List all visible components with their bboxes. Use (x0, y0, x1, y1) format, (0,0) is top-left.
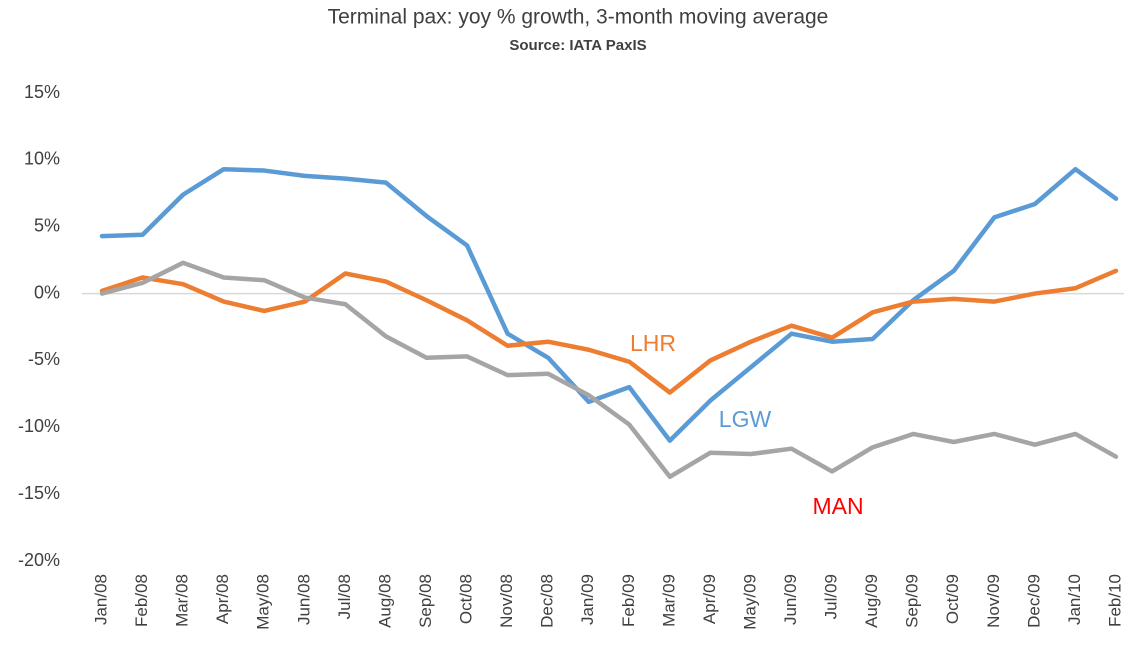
x-tick-label: Sep/09 (903, 574, 922, 628)
y-tick-label: -10% (18, 416, 60, 436)
x-tick-label: May/09 (740, 574, 759, 630)
x-tick-label: Jan/08 (91, 574, 110, 625)
x-tick-label: Nov/09 (984, 574, 1003, 628)
y-tick-label: 5% (34, 215, 60, 235)
line-series (99, 260, 1119, 480)
x-tick-label: Aug/09 (862, 574, 881, 628)
series-label: MAN (812, 493, 863, 519)
line-series (99, 166, 1119, 443)
x-tick-label: Jul/09 (822, 574, 841, 619)
x-tick-label: Jan/09 (578, 574, 597, 625)
x-tick-label: Jan/10 (1065, 574, 1084, 625)
x-tick-label: Dec/09 (1024, 574, 1043, 628)
chart-title: Terminal pax: yoy % growth, 3-month movi… (328, 6, 829, 29)
series-label: LHR (630, 330, 676, 356)
x-tick-label: Mar/09 (659, 574, 678, 627)
line-series (99, 268, 1119, 395)
x-tick-label: Jun/08 (294, 574, 313, 625)
chart-subtitle: Source: IATA PaxIS (509, 37, 646, 54)
x-tick-label: Mar/08 (173, 574, 192, 627)
y-tick-label: -15% (18, 483, 60, 503)
y-tick-label: -5% (28, 349, 60, 369)
x-tick-label: Oct/09 (943, 574, 962, 624)
x-tick-label: Nov/08 (497, 574, 516, 628)
x-tick-label: Jun/09 (781, 574, 800, 625)
x-tick-label: May/08 (254, 574, 273, 630)
x-tick-label: Feb/09 (619, 574, 638, 627)
x-tick-label: Dec/08 (538, 574, 557, 628)
y-tick-label: -20% (18, 550, 60, 570)
y-tick-label: 15% (24, 82, 60, 102)
x-tick-label: Feb/10 (1105, 574, 1124, 627)
series-label: LGW (719, 406, 772, 432)
x-tick-label: Oct/08 (457, 574, 476, 624)
x-tick-label: Sep/08 (416, 574, 435, 628)
x-tick-label: Jul/08 (335, 574, 354, 619)
x-tick-label: Apr/09 (700, 574, 719, 624)
x-tick-label: Apr/08 (213, 574, 232, 624)
y-tick-label: 10% (24, 149, 60, 169)
x-tick-label: Aug/08 (375, 574, 394, 628)
x-tick-label: Feb/08 (132, 574, 151, 627)
y-tick-label: 0% (34, 282, 60, 302)
